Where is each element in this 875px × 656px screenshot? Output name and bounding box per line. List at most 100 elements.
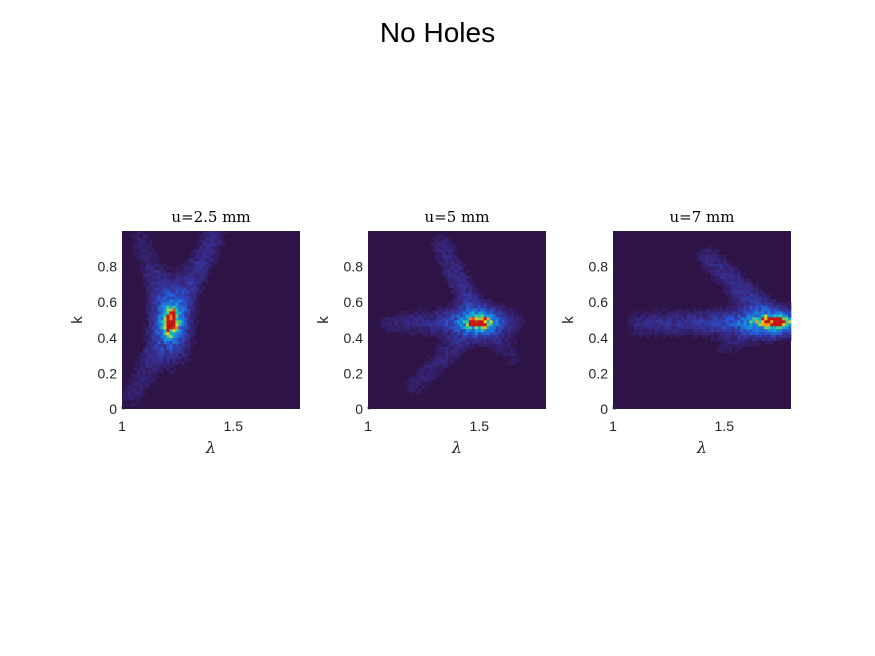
heatmap-cell	[696, 331, 700, 336]
heatmap-cell	[740, 343, 744, 347]
heatmap-cell	[451, 317, 455, 321]
heatmap-cell	[133, 251, 138, 256]
heatmap-cell	[728, 290, 732, 294]
heatmap-cell	[722, 266, 727, 270]
heatmap-cell	[151, 302, 155, 306]
heatmap-cell	[704, 260, 709, 264]
heatmap-cell	[178, 358, 182, 362]
heatmap-cell	[181, 278, 185, 282]
heatmap-cell	[163, 337, 167, 342]
heatmap-cell	[480, 305, 484, 309]
y-tick-label: 0.6	[344, 294, 364, 310]
heatmap-cell	[728, 311, 732, 315]
heatmap-cell	[710, 257, 715, 261]
heatmap-cell	[142, 242, 147, 247]
heatmap-cell	[169, 287, 173, 291]
heatmap-cell	[737, 305, 741, 309]
heatmap-cell	[172, 308, 176, 312]
heatmap-cell	[672, 311, 676, 315]
heatmap-cell	[454, 317, 458, 321]
heatmap-cell	[139, 248, 144, 253]
heatmap-cell	[690, 311, 694, 315]
heatmap-cell	[779, 314, 783, 318]
heatmap-cell	[722, 308, 727, 312]
heatmap-cell	[433, 322, 437, 327]
heatmap-cell	[187, 272, 191, 276]
heatmap-cell	[157, 340, 161, 345]
heatmap-cell	[145, 269, 149, 273]
heatmap-cell	[145, 355, 149, 359]
heatmap-cell	[448, 278, 452, 282]
heatmap-cell	[184, 346, 188, 350]
heatmap-cell	[465, 302, 470, 306]
heatmap-cell	[415, 379, 419, 383]
heatmap-cell	[160, 272, 164, 276]
heatmap-cell	[187, 317, 191, 321]
heatmap-cell	[504, 311, 508, 315]
heatmap-cell	[755, 302, 759, 306]
heatmap-cell	[725, 331, 729, 336]
heatmap-cell	[148, 340, 152, 345]
heatmap-cell	[148, 320, 152, 324]
heatmap-cell	[163, 334, 167, 339]
heatmap-cell	[184, 320, 188, 324]
heatmap-cell	[719, 266, 724, 270]
heatmap-cell	[187, 260, 191, 264]
heatmap-cell	[163, 281, 167, 285]
heatmap-cell	[465, 343, 470, 347]
heatmap-cell	[427, 331, 431, 336]
heatmap-cell	[445, 239, 449, 244]
heatmap-cell	[187, 358, 191, 362]
heatmap-cell	[442, 245, 446, 250]
heatmap-cell	[495, 331, 499, 336]
heatmap-cell	[145, 308, 149, 312]
heatmap-cell	[725, 275, 729, 279]
heatmap-cell	[722, 317, 727, 321]
heatmap-cell	[719, 281, 724, 285]
heatmap-cell	[151, 320, 155, 324]
heatmap-cell	[639, 325, 643, 330]
heatmap-cell	[154, 331, 158, 336]
heatmap-cell	[657, 322, 661, 327]
heatmap-cell	[199, 254, 203, 258]
heatmap-cell	[495, 328, 499, 333]
heatmap-cell	[767, 320, 771, 324]
heatmap-cell	[722, 311, 727, 315]
heatmap-cell	[181, 334, 185, 339]
heatmap-cell	[154, 325, 158, 330]
heatmap-cell	[145, 343, 149, 347]
heatmap-cell	[492, 349, 496, 353]
heatmap-cell	[196, 248, 200, 253]
heatmap-cell	[122, 397, 126, 401]
heatmap-cell	[483, 343, 487, 347]
heatmap-cell	[681, 328, 685, 333]
heatmap-cell	[743, 328, 747, 333]
x-axis-label: λ	[451, 438, 462, 457]
heatmap-cell	[507, 308, 511, 312]
heatmap-cell	[205, 278, 209, 282]
heatmap-cell	[148, 346, 152, 350]
heatmap-cell	[451, 269, 455, 273]
heatmap-cell	[409, 314, 413, 318]
heatmap-cell	[196, 320, 200, 324]
heatmap-cell	[483, 299, 487, 303]
heatmap-cell	[211, 231, 215, 235]
heatmap-cell	[651, 317, 655, 321]
heatmap-cell	[145, 245, 149, 250]
heatmap-cell	[513, 346, 517, 350]
heatmap-cell	[761, 290, 765, 294]
y-tick-label: 0.8	[98, 259, 118, 275]
heatmap-cell	[681, 325, 685, 330]
heatmap-cell	[187, 340, 191, 345]
heatmap-cell	[193, 305, 197, 309]
heatmap-cell	[130, 382, 135, 386]
heatmap-cell	[403, 311, 407, 315]
heatmap-cell	[187, 281, 191, 285]
heatmap-cell	[782, 328, 786, 333]
heatmap-cell	[142, 328, 147, 333]
heatmap-cell	[202, 242, 206, 247]
heatmap-cell	[498, 349, 502, 353]
heatmap-cell	[480, 325, 484, 330]
heatmap-cell	[758, 302, 762, 306]
heatmap-cell	[687, 314, 691, 318]
